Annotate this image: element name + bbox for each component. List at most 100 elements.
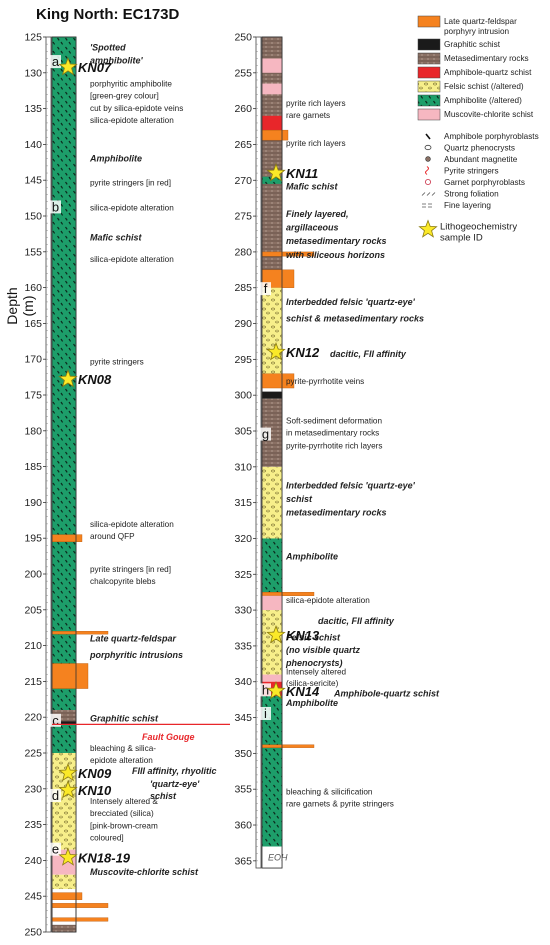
symbol-label: Pyrite stringers <box>444 167 499 176</box>
sample-id-label: KN14 <box>286 684 320 699</box>
symbol-label: Quartz phenocrysts <box>444 144 515 153</box>
symbol-label: Abundant magnetite <box>444 155 518 164</box>
depth-axis-left: 125 130 135 140 145 150 155 160 165 170 175 180 185 1… <box>24 32 52 939</box>
depth-tick-label: 205 <box>24 604 42 616</box>
depth-tick-label: 225 <box>24 748 42 760</box>
sample-star-icon <box>58 762 78 782</box>
lithology-muscovite <box>262 58 282 73</box>
legend-swatch <box>417 66 441 79</box>
photo-letter-box <box>50 788 61 802</box>
annotation-text: argillaceous <box>286 223 339 233</box>
annotation-text: pyrite stringers [in red] <box>90 565 171 574</box>
annotation-text: silica-epidote alteration <box>286 596 370 605</box>
depth-tick-label: 285 <box>234 282 252 294</box>
depth-tick-label: 130 <box>24 67 42 79</box>
sample-star-icon <box>266 342 286 361</box>
photo-letter-box <box>50 713 61 727</box>
depth-tick-label: 240 <box>24 855 42 867</box>
depth-tick-label: 335 <box>234 640 252 652</box>
annotation-text: Amphibolite <box>89 154 142 164</box>
annotation-text: Intensely altered <box>286 668 347 677</box>
annotation-text: schist <box>286 494 313 504</box>
lithology-orange <box>51 917 109 922</box>
open-circle-red-icon <box>424 178 432 186</box>
symbol-label: Strong foliation <box>444 190 499 199</box>
lithology-column-right <box>261 36 315 869</box>
annotation-text: 'Spotted <box>90 43 126 53</box>
annotation-text: Felsic schist <box>286 632 341 642</box>
depth-tick-label: 230 <box>24 783 42 795</box>
annotation-text: metasedimentary rocks <box>286 236 387 246</box>
lithology-amph_qtz <box>262 115 282 131</box>
legend-swatch <box>417 52 441 65</box>
depth-tick-label: 255 <box>234 67 252 79</box>
lithology-orange <box>51 903 109 908</box>
sample-id-label: KN10 <box>78 783 112 798</box>
legend-label: Graphitic schist <box>444 40 501 49</box>
photo-letter: g <box>262 427 269 442</box>
annotation-text: chalcopyrite blebs <box>90 577 156 586</box>
annotation-text: pyrite rich layers <box>286 139 346 148</box>
depth-tick-label: 250 <box>234 32 252 44</box>
star-dot-icon <box>425 156 431 162</box>
annotation-text: silica-epidote alteration <box>90 255 174 264</box>
sample-star-icon <box>58 369 78 388</box>
depth-tick-label: 155 <box>24 246 42 258</box>
legend-label: Felsic schist (/altered) <box>444 82 524 91</box>
legend-label: porphyry intrusion <box>444 27 510 36</box>
lithology-amphibolite <box>262 538 282 596</box>
depth-tick-label: 305 <box>234 426 252 438</box>
depth-tick-label: 320 <box>234 533 252 545</box>
lithology-graphitic <box>262 391 282 399</box>
lithology-felsic <box>262 610 282 675</box>
photo-letter-box <box>50 200 61 214</box>
depth-tick-label: 185 <box>24 461 42 473</box>
depth-tick-label: 310 <box>234 461 252 473</box>
legend-swatch <box>417 15 441 28</box>
photo-letter: e <box>52 842 59 857</box>
legend-swatch <box>417 108 441 121</box>
annotation-text: epidote alteration <box>90 756 153 765</box>
annotation-text: metasedimentary rocks <box>286 508 387 518</box>
felsic-affinity-label: 'quartz-eye' <box>150 779 200 789</box>
annotation-text: rare garnets <box>286 111 330 120</box>
depth-tick-label: 295 <box>234 354 252 366</box>
annotation-text: Amphibolite <box>285 551 338 561</box>
depth-tick-label: 215 <box>24 676 42 688</box>
annotation-text: in metasedimentary rocks <box>286 428 379 437</box>
photo-letter: c <box>52 713 59 728</box>
photo-letter: f <box>264 281 268 296</box>
depth-tick-label: 315 <box>234 497 252 509</box>
photo-letter: i <box>264 706 267 721</box>
annotation-text: Interbedded felsic 'quartz-eye' <box>286 297 416 307</box>
lithology-orange <box>261 744 315 748</box>
annotation-text: Interbedded felsic 'quartz-eye' <box>286 480 416 490</box>
sample-star-icon <box>266 162 286 182</box>
open-oval-icon <box>424 144 432 151</box>
depth-tick-label: 135 <box>24 103 42 115</box>
depth-tick-label: 170 <box>24 354 42 366</box>
annotation-text: silica-epidote alteration <box>90 203 174 212</box>
annotation-text: porphyritic amphibolite <box>90 80 172 89</box>
depth-tick-label: 195 <box>24 533 42 545</box>
legend-label: Late quartz-feldspar <box>444 17 517 26</box>
photo-letter: a <box>52 54 60 69</box>
lithology-orange <box>51 663 89 689</box>
depth-tick-label: 280 <box>234 246 252 258</box>
lithology-amphibolite <box>52 230 76 237</box>
kn12-affinity-label: dacitic, FII affinity <box>330 349 407 359</box>
annotation-text: with siliceous horizons <box>286 250 385 260</box>
lithology-amphibolite <box>52 37 76 711</box>
annotation-text: Mafic schist <box>90 232 143 242</box>
lithology-amphibolite <box>262 176 282 184</box>
photo-letter-box <box>260 683 271 697</box>
lithology-felsic <box>262 466 282 539</box>
depth-tick-label: 325 <box>234 569 252 581</box>
annotation-text: bleaching & silicification <box>286 787 373 796</box>
annotation-text: silica-epidote alteration <box>90 520 174 529</box>
depth-tick-label: 235 <box>24 819 42 831</box>
legend-swatch <box>417 94 441 107</box>
legend-label: Muscovite-chlorite schist <box>444 110 534 119</box>
legend-swatch <box>417 80 441 93</box>
